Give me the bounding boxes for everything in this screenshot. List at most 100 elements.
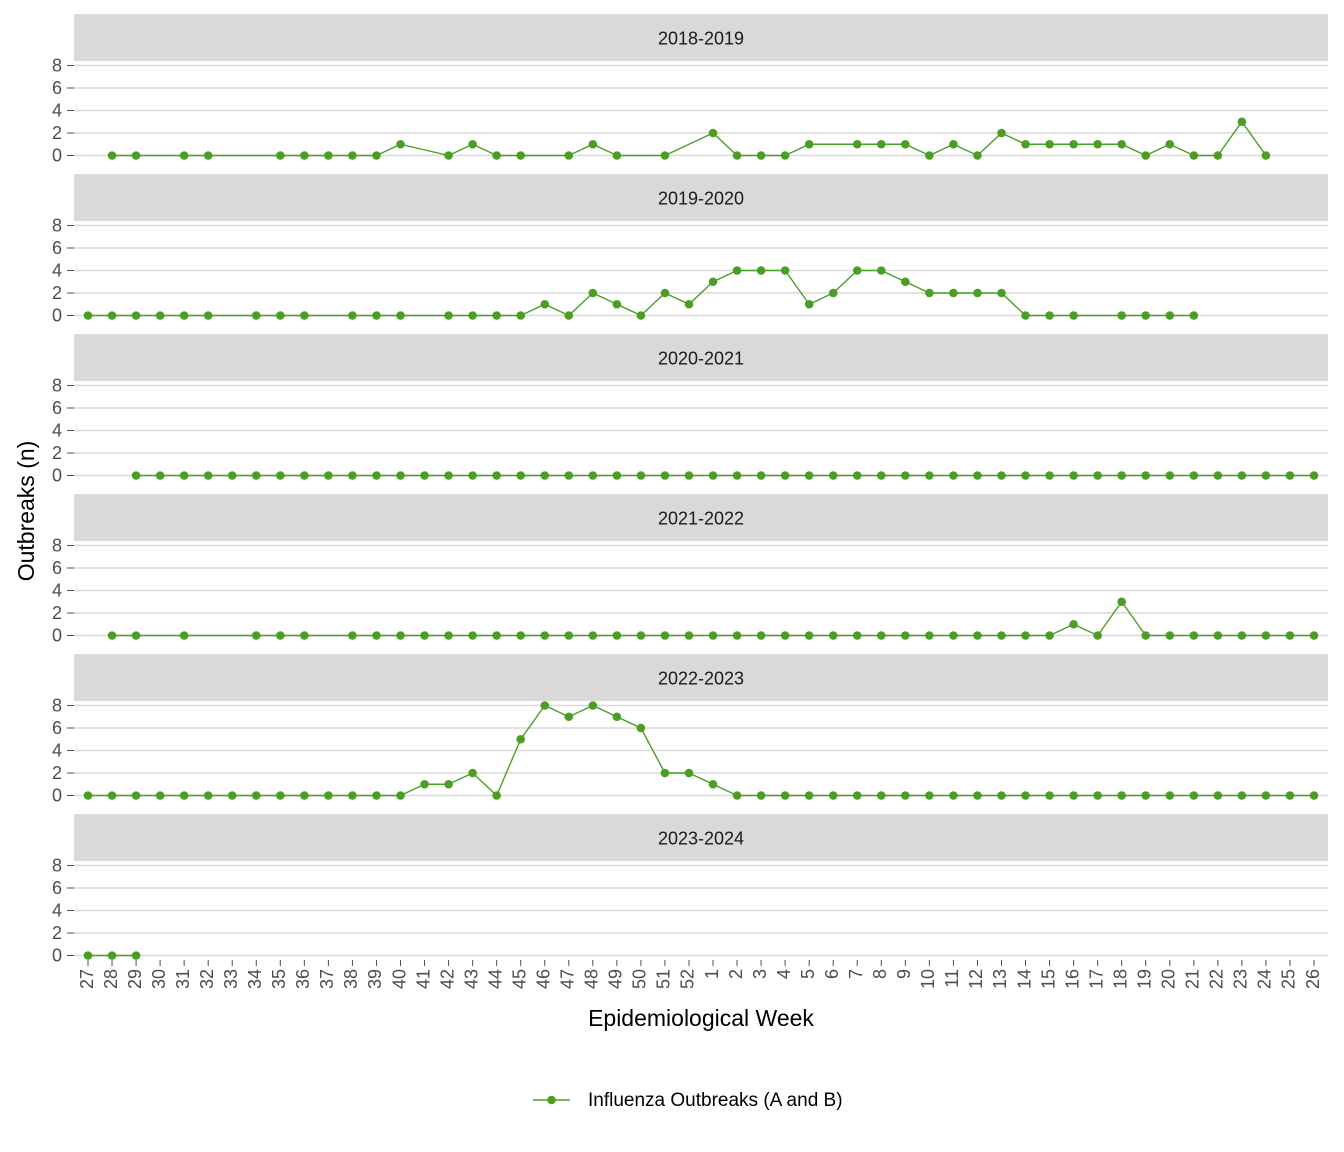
point — [179, 151, 189, 160]
point — [300, 311, 309, 320]
x-tick-label: 28 — [101, 969, 121, 989]
point — [540, 471, 550, 480]
point — [179, 311, 189, 320]
line-segment — [520, 303, 546, 317]
x-tick-label: 13 — [990, 969, 1010, 989]
point — [732, 266, 742, 275]
point — [276, 151, 285, 160]
point — [756, 266, 766, 275]
line-segment — [712, 783, 738, 797]
point — [324, 471, 333, 480]
point — [1285, 791, 1295, 800]
line-segment — [592, 143, 618, 157]
point — [1141, 311, 1151, 320]
point — [1237, 791, 1247, 800]
point — [1069, 471, 1078, 480]
point — [1093, 139, 1102, 149]
point — [131, 791, 141, 800]
point — [300, 151, 309, 160]
y-tick-label: 0 — [52, 625, 62, 645]
point — [396, 471, 405, 480]
line-segment — [1049, 623, 1074, 637]
x-tick-label: 32 — [197, 969, 217, 989]
line-segment — [448, 772, 473, 785]
point — [588, 631, 598, 640]
point — [684, 299, 694, 309]
line-segment — [976, 132, 1002, 157]
point — [973, 631, 982, 640]
x-tick-label: 17 — [1086, 969, 1106, 989]
y-tick-label: 0 — [52, 145, 62, 165]
point — [756, 631, 766, 640]
x-tick-label: 4 — [774, 969, 794, 979]
point — [276, 791, 285, 800]
line-segment — [832, 269, 858, 294]
point — [997, 471, 1006, 480]
point — [780, 631, 790, 640]
point — [324, 151, 333, 160]
point — [1021, 791, 1030, 800]
point — [564, 712, 574, 722]
line-segment — [616, 303, 642, 317]
point — [1309, 631, 1319, 640]
y-tick-label: 0 — [52, 945, 62, 965]
point — [997, 631, 1006, 640]
line-segment — [905, 143, 930, 157]
line-segment — [664, 292, 690, 305]
x-tick-label: 23 — [1231, 969, 1251, 989]
point — [203, 151, 213, 160]
point — [276, 631, 285, 640]
point — [251, 631, 261, 640]
y-tick-label: 8 — [52, 215, 62, 235]
point — [636, 471, 646, 480]
y-tick-label: 8 — [52, 55, 62, 75]
x-tick-label: 12 — [966, 969, 986, 989]
point — [660, 288, 670, 298]
point — [131, 151, 141, 160]
line-segment — [472, 772, 498, 797]
point — [660, 631, 670, 640]
x-tick-label: 2 — [726, 969, 746, 979]
point — [1189, 471, 1199, 480]
y-tick-label: 2 — [52, 443, 62, 463]
x-tick-label: 15 — [1038, 969, 1058, 989]
x-tick-label: 44 — [485, 969, 505, 989]
x-tick-label: 21 — [1183, 969, 1203, 989]
point — [876, 266, 886, 275]
line-segment — [400, 783, 425, 797]
point — [804, 139, 814, 149]
strip-title: 2022-2023 — [658, 668, 744, 688]
point — [1165, 139, 1175, 149]
line-segment — [520, 705, 546, 740]
point — [203, 311, 213, 320]
x-tick-label: 27 — [77, 969, 97, 989]
y-tick-label: 8 — [52, 695, 62, 715]
x-tick-label: 46 — [533, 969, 553, 989]
x-tick-label: 10 — [918, 969, 938, 989]
point — [660, 768, 670, 778]
point — [1261, 631, 1271, 640]
point — [348, 791, 357, 800]
line-segment — [640, 292, 666, 317]
point — [444, 779, 453, 789]
point — [516, 471, 526, 480]
x-tick-label: 11 — [942, 969, 962, 988]
point — [588, 471, 598, 480]
point — [372, 311, 381, 320]
line-segment — [1169, 143, 1195, 157]
y-tick-label: 4 — [52, 740, 62, 760]
point — [107, 791, 117, 800]
line-segment — [1121, 601, 1147, 636]
point — [468, 311, 477, 320]
point — [420, 779, 429, 789]
point — [83, 791, 93, 800]
point — [852, 631, 862, 640]
point — [1117, 597, 1126, 607]
x-tick-label: 22 — [1207, 969, 1227, 989]
line-segment — [544, 303, 570, 317]
point — [516, 151, 526, 160]
point — [1141, 631, 1151, 640]
line-segment — [400, 143, 449, 157]
line-segment — [568, 143, 594, 157]
point — [708, 128, 718, 138]
